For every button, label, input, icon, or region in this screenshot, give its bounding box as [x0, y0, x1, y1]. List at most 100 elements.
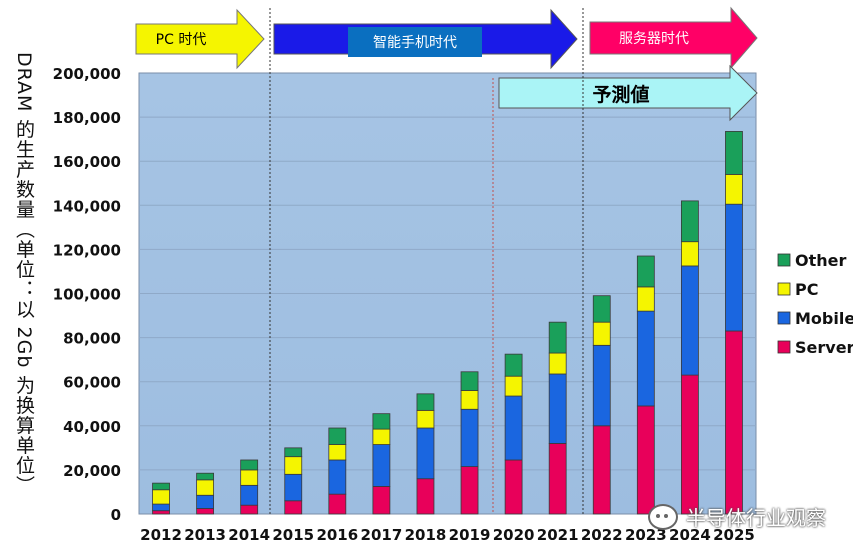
bar-pc-2019 — [461, 391, 478, 410]
bar-mobile-2023 — [637, 311, 654, 406]
bar-pc-2022 — [593, 322, 610, 345]
bar-mobile-2019 — [461, 409, 478, 466]
legend-label-mobile: Mobile — [795, 309, 853, 328]
y-tick-label: 60,000 — [63, 374, 121, 392]
bar-mobile-2021 — [549, 374, 566, 443]
bar-other-2021 — [549, 322, 566, 353]
bar-mobile-2018 — [417, 428, 434, 479]
bar-server-2021 — [549, 443, 566, 514]
x-tick-label: 2012 — [140, 526, 182, 544]
forecast-label: 予測値 — [592, 83, 649, 106]
y-tick-labels: 0 20,000 40,000 60,000 80,000 100,000 120,000 1… — [53, 65, 121, 524]
y-axis-label: DRAM 的生产数量（单位：以 2Gb 为换算单位） — [10, 52, 38, 522]
y-tick-label: 200,000 — [53, 65, 121, 83]
bar-server-2017 — [373, 486, 390, 514]
legend-swatch-pc — [778, 283, 790, 295]
legend-swatch-mobile — [778, 312, 790, 324]
bar-pc-2014 — [241, 470, 258, 485]
y-tick-label: 80,000 — [63, 330, 121, 348]
bar-other-2019 — [461, 372, 478, 391]
watermark-text: 半导体行业观察 — [686, 502, 826, 531]
era-arrow-smartphone: 智能手机时代 — [274, 10, 577, 68]
y-tick-label: 20,000 — [63, 462, 121, 480]
bar-server-2019 — [461, 467, 478, 514]
bar-mobile-2015 — [285, 474, 302, 500]
era-label-server: 服务器时代 — [619, 31, 689, 47]
x-tick-label: 2013 — [184, 526, 226, 544]
y-tick-label: 180,000 — [53, 109, 121, 127]
bar-server-2020 — [505, 460, 522, 514]
bar-server-2018 — [417, 479, 434, 514]
bar-mobile-2017 — [373, 445, 390, 487]
x-tick-label: 2021 — [537, 526, 579, 544]
bar-pc-2025 — [725, 174, 742, 204]
bar-server-2014 — [241, 505, 258, 514]
x-tick-label: 2022 — [581, 526, 623, 544]
y-tick-label: 40,000 — [63, 418, 121, 436]
bar-mobile-2022 — [593, 345, 610, 425]
bar-server-2022 — [593, 426, 610, 514]
x-tick-label: 2017 — [361, 526, 403, 544]
bar-pc-2023 — [637, 287, 654, 311]
era-label-pc: PC 时代 — [156, 32, 207, 48]
bar-server-2024 — [681, 375, 698, 514]
bar-other-2013 — [197, 473, 214, 480]
legend: Other PC Mobile Server — [778, 251, 853, 357]
bar-server-2025 — [725, 331, 742, 514]
bar-mobile-2016 — [329, 460, 346, 494]
wechat-icon — [648, 504, 678, 530]
y-tick-label: 140,000 — [53, 197, 121, 215]
bar-pc-2024 — [681, 242, 698, 266]
bar-mobile-2012 — [153, 504, 170, 511]
bar-server-2013 — [197, 508, 214, 514]
bar-other-2024 — [681, 201, 698, 242]
bar-mobile-2020 — [505, 396, 522, 460]
legend-swatch-other — [778, 254, 790, 266]
x-tick-label: 2019 — [449, 526, 491, 544]
x-tick-label: 2020 — [493, 526, 535, 544]
bar-server-2012 — [153, 511, 170, 514]
bar-other-2025 — [725, 131, 742, 174]
y-tick-label: 0 — [111, 506, 121, 524]
bar-other-2017 — [373, 414, 390, 429]
x-tick-label: 2016 — [316, 526, 358, 544]
bar-server-2023 — [637, 406, 654, 514]
bar-server-2016 — [329, 494, 346, 514]
bar-other-2012 — [153, 483, 170, 490]
x-tick-label: 2014 — [228, 526, 270, 544]
bar-other-2016 — [329, 428, 346, 445]
bar-server-2015 — [285, 501, 302, 514]
bar-mobile-2013 — [197, 495, 214, 508]
bar-other-2014 — [241, 460, 258, 470]
y-tick-label: 100,000 — [53, 286, 121, 304]
legend-label-other: Other — [795, 251, 846, 270]
bar-other-2018 — [417, 394, 434, 411]
x-tick-label: 2018 — [405, 526, 447, 544]
dram-production-chart: PC 时代 智能手机时代 服务器时代 予測値 0 20,000 40,000 60,0… — [0, 0, 853, 552]
bar-other-2020 — [505, 354, 522, 376]
bar-mobile-2014 — [241, 485, 258, 505]
y-tick-label: 120,000 — [53, 241, 121, 259]
bar-mobile-2024 — [681, 266, 698, 375]
bar-pc-2018 — [417, 410, 434, 428]
watermark: 半导体行业观察 — [648, 502, 826, 531]
bar-pc-2020 — [505, 376, 522, 396]
era-arrow-pc: PC 时代 — [136, 10, 264, 68]
bar-other-2015 — [285, 448, 302, 457]
bar-pc-2021 — [549, 353, 566, 374]
era-label-smartphone: 智能手机时代 — [373, 35, 457, 51]
bar-pc-2013 — [197, 480, 214, 495]
y-tick-label: 160,000 — [53, 153, 121, 171]
bar-other-2022 — [593, 296, 610, 322]
bar-other-2023 — [637, 256, 654, 287]
bar-pc-2015 — [285, 457, 302, 475]
era-arrow-server: 服务器时代 — [590, 8, 757, 68]
bar-pc-2017 — [373, 429, 390, 444]
legend-label-pc: PC — [795, 280, 818, 299]
bar-pc-2012 — [153, 490, 170, 504]
bar-pc-2016 — [329, 445, 346, 460]
bar-mobile-2025 — [725, 204, 742, 331]
legend-label-server: Server — [795, 338, 853, 357]
x-tick-label: 2015 — [272, 526, 314, 544]
legend-swatch-server — [778, 341, 790, 353]
